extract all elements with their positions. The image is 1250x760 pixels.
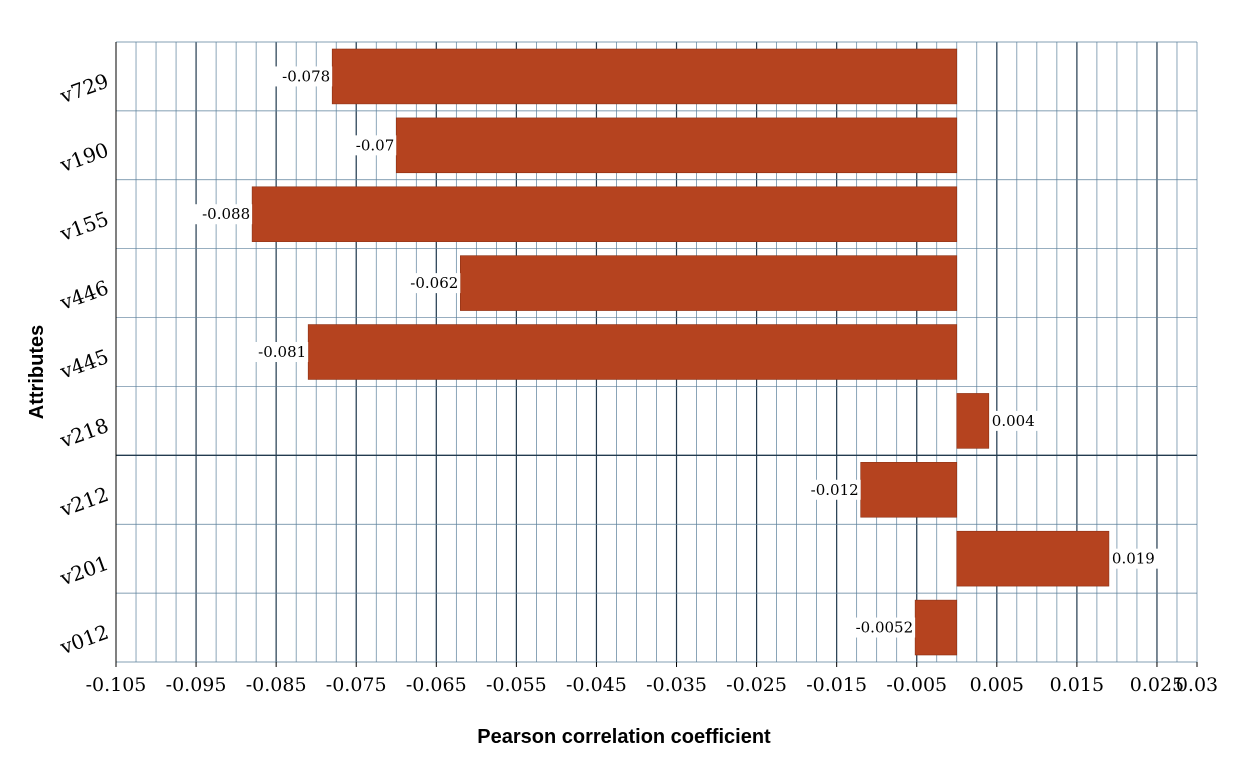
y-tick-label: v155 — [56, 206, 112, 246]
x-tick-label: -0.025 — [726, 674, 787, 696]
bar-label-background — [401, 273, 461, 294]
y-tick-label: v445 — [56, 344, 112, 384]
bar-value-label: -0.081 — [258, 343, 306, 361]
x-tick-label: 0.005 — [970, 674, 1024, 696]
x-tick-label: -0.105 — [86, 674, 147, 696]
bar-label-background — [989, 410, 1040, 431]
bar-v445 — [307, 324, 958, 380]
bar-value-label: -0.012 — [811, 481, 859, 499]
bar-v446 — [460, 255, 958, 311]
bar-label-background — [248, 342, 309, 362]
y-tick-label: v446 — [56, 275, 112, 315]
y-tick-label: v729 — [56, 69, 112, 109]
x-tick-label: -0.005 — [886, 674, 947, 696]
y-tick-label: v201 — [56, 551, 112, 591]
bar-value-label: -0.07 — [356, 136, 394, 154]
bar-label-background — [1109, 548, 1160, 569]
bar-v201 — [956, 530, 1110, 587]
x-axis-title: Pearson correlation coefficient — [477, 726, 771, 748]
bar-label-background — [273, 66, 333, 87]
y-tick-label: v218 — [56, 413, 112, 453]
bar-value-label: -0.0052 — [856, 619, 914, 637]
bar-v212 — [860, 462, 958, 518]
x-tick-label: 0.03 — [1176, 674, 1218, 696]
bar-value-label: 0.004 — [992, 412, 1035, 430]
bar-value-label: 0.019 — [1112, 550, 1155, 568]
x-tick-label: -0.055 — [486, 674, 547, 696]
bar-v012 — [914, 599, 958, 656]
bar-v190 — [395, 117, 958, 174]
bar-label-background — [192, 204, 253, 225]
bar-label-background — [846, 617, 916, 638]
bar-value-label: -0.078 — [282, 67, 330, 85]
x-tick-label: 0.015 — [1050, 674, 1104, 696]
bar-v155 — [251, 186, 958, 242]
y-tick-label: v212 — [56, 482, 112, 522]
bar-label-background — [801, 479, 861, 500]
x-tick-label: -0.045 — [566, 674, 627, 696]
x-tick-label: -0.035 — [646, 674, 707, 696]
bar-v729 — [331, 48, 958, 105]
x-tick-label: 0.025 — [1130, 674, 1184, 696]
bar-v218 — [956, 393, 990, 449]
bar-value-label: -0.088 — [202, 205, 250, 223]
bar-value-label: -0.062 — [410, 274, 458, 292]
bar-label-background — [346, 135, 397, 156]
bars: -0.078 -0.07 -0.088 -0.062 -0.081 0.004 -0.012… — [192, 48, 1160, 656]
y-axis-title: Attributes — [26, 325, 48, 419]
x-tick-label: -0.075 — [326, 674, 387, 696]
y-tick-label: v190 — [56, 137, 112, 177]
x-tick-label: -0.085 — [246, 674, 307, 696]
x-tick-label: -0.065 — [406, 674, 467, 696]
x-tick-label: -0.095 — [166, 674, 227, 696]
y-tick-label: v012 — [56, 620, 112, 660]
x-tick-label: -0.015 — [806, 674, 867, 696]
